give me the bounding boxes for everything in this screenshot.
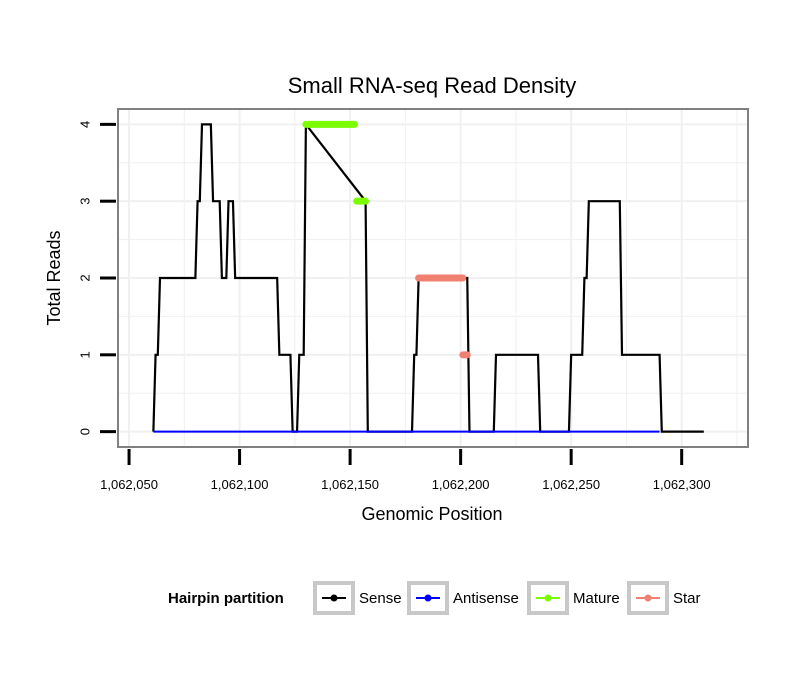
series-layer <box>152 120 704 433</box>
legend-key-point <box>544 594 552 602</box>
legend-label: Antisense <box>453 590 519 607</box>
series-sense-line <box>152 121 704 433</box>
y-tick-label: 4 <box>78 121 93 128</box>
legend-label: Star <box>673 590 701 607</box>
legend-key-point <box>424 594 432 602</box>
y-tick-label: 1 <box>78 351 93 358</box>
x-axis-title: Genomic Position <box>361 504 502 524</box>
y-tick-label: 0 <box>78 428 93 435</box>
y-tick-label: 3 <box>78 198 93 205</box>
legend-items: Sense Antisense Mature Star <box>313 581 701 615</box>
x-tick-label: 1,062,150 <box>321 477 379 492</box>
x-axis: 1,062,050 1,062,100 1,062,150 1,062,200 1,06… <box>100 449 711 492</box>
legend-label: Sense <box>359 590 402 607</box>
legend-label: Mature <box>573 590 620 607</box>
legend-item-mature: Mature <box>527 581 620 615</box>
y-tick-label: 2 <box>78 274 93 281</box>
legend-item-sense: Sense <box>313 581 402 615</box>
x-tick-label: 1,062,250 <box>542 477 600 492</box>
x-tick-label: 1,062,100 <box>211 477 269 492</box>
legend-item-star: Star <box>627 581 701 615</box>
x-tick-label: 1,062,300 <box>653 477 711 492</box>
x-tick-label: 1,062,200 <box>432 477 490 492</box>
legend-key-point <box>330 594 338 602</box>
chart-title: Small RNA-seq Read Density <box>288 73 577 98</box>
legend: Hairpin partition Sense Antisense Mature St… <box>168 581 701 615</box>
y-axis: 0 1 2 3 4 <box>78 121 116 435</box>
y-axis-title: Total Reads <box>44 230 64 325</box>
legend-key-point <box>644 594 652 602</box>
x-tick-label: 1,062,050 <box>100 477 158 492</box>
legend-item-antisense: Antisense <box>407 581 519 615</box>
legend-title: Hairpin partition <box>168 590 284 607</box>
